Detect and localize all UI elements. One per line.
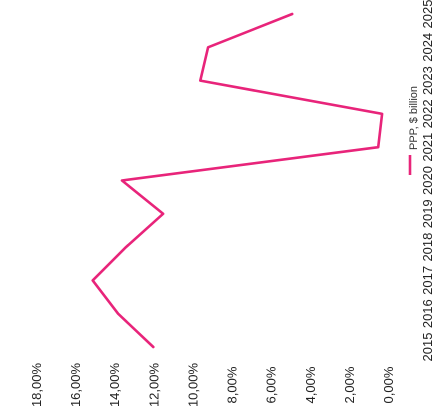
x-tick-label: 2018 [420, 233, 435, 262]
y-tick-label: 8,00% [225, 366, 240, 403]
x-axis-tick-labels: 2015 2016 2017 2018 2019 2020 2021 2022 2023 2024… [420, 0, 435, 361]
x-tick-label: 2023 [420, 66, 435, 95]
x-tick-label: 2024 [420, 33, 435, 62]
x-tick-label: 2020 [420, 166, 435, 195]
x-tick-label: 2022 [420, 99, 435, 128]
y-tick-label: 12,00% [146, 363, 161, 408]
y-axis-tick-labels: 0,00% 2,00% 4,00% 6,00% 8,00% 10,00% 12,00% 14,… [29, 363, 396, 408]
x-tick-label: 2019 [420, 199, 435, 228]
y-tick-label: 16,00% [68, 363, 83, 408]
plot-area [91, 12, 384, 349]
x-tick-label: 2016 [420, 299, 435, 328]
y-tick-label: 2,00% [342, 366, 357, 403]
series-line [91, 12, 384, 349]
y-tick-label: 18,00% [29, 363, 44, 408]
legend-label: PPP, $ billion [408, 86, 420, 150]
y-tick-label: 6,00% [264, 366, 279, 403]
x-tick-label: 2021 [420, 133, 435, 162]
x-tick-label: 2015 [420, 333, 435, 362]
x-tick-label: 2025 [420, 0, 435, 28]
y-tick-label: 4,00% [303, 366, 318, 403]
y-tick-label: 0,00% [381, 366, 396, 403]
x-tick-label: 2017 [420, 266, 435, 295]
y-tick-label: 14,00% [107, 363, 122, 408]
y-tick-label: 10,00% [185, 363, 200, 408]
legend: PPP, $ billion [408, 86, 420, 175]
